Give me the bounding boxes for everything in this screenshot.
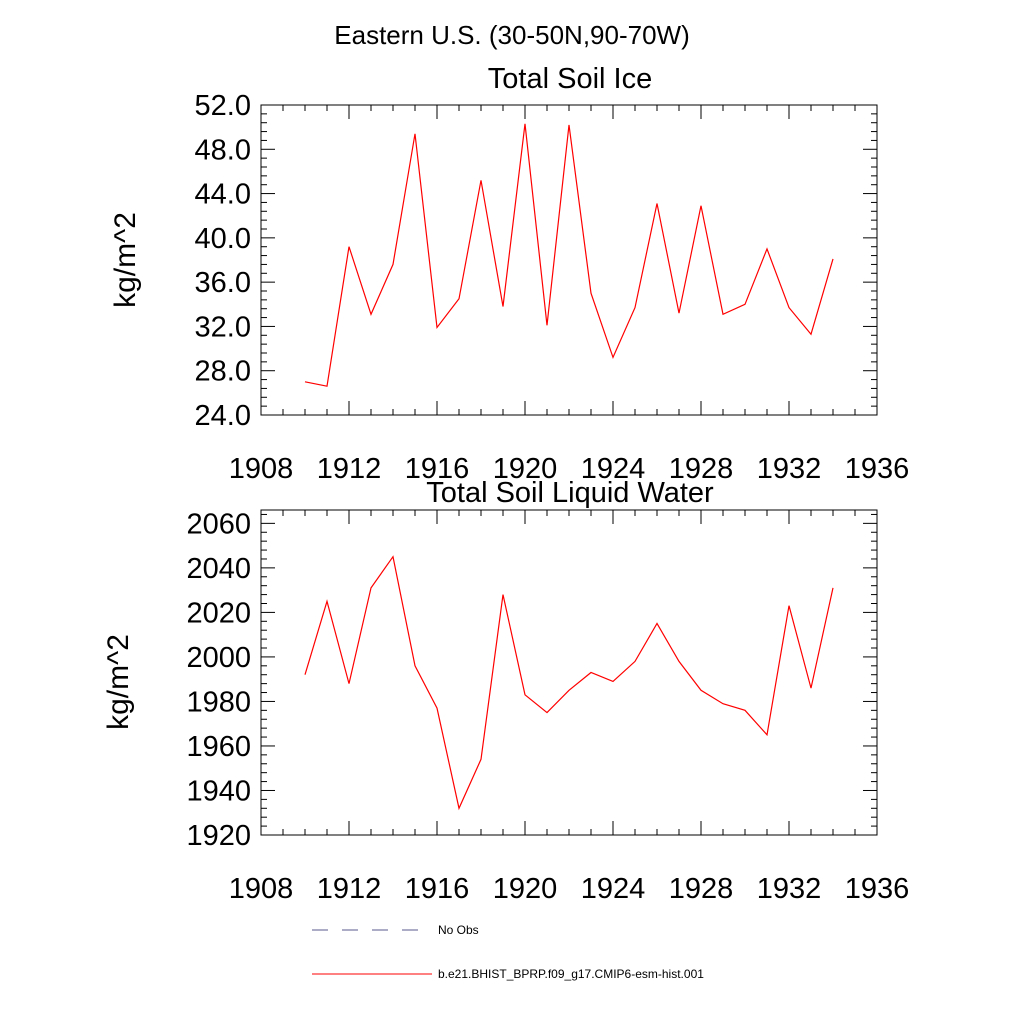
soil-liquid-series-line [304,555,834,811]
soil-liquid-ytick-label: 1980 [186,686,251,718]
soil-ice-ytick-label: 28.0 [195,356,251,388]
soil-liquid-xtick-label: 1932 [757,873,822,905]
soil-liquid-ytick-label: 1940 [186,775,251,807]
soil-liquid-ytick-label: 2020 [186,597,251,629]
soil-ice-ytick-label: 48.0 [195,134,251,166]
soil-liquid-xtick-label: 1920 [493,873,558,905]
soil-ice-xtick-label: 1916 [405,453,470,485]
figure-suptitle: Eastern U.S. (30-50N,90-70W) [334,20,689,50]
soil-liquid-xtick-label: 1908 [229,873,294,905]
soil-ice-xtick-label: 1912 [317,453,382,485]
soil-ice-ytick-label: 36.0 [195,267,251,299]
soil-ice-ylabel: kg/m^2 [109,212,142,308]
soil-ice-xtick-label: 1920 [493,453,558,485]
soil-liquid-xtick-label: 1928 [669,873,734,905]
soil-ice-ytick-label: 44.0 [195,179,251,211]
legend-label-no-obs: No Obs [438,923,479,937]
legend-label-model: b.e21.BHIST_BPRP.f09_g17.CMIP6-esm-hist.… [438,967,704,981]
soil-liquid-plot-area: 1908 1912 1916 1920 1924 1928 1932 1936 1920 1940… [186,508,909,905]
soil-liquid-panel: Total Soil Liquid Water kg/m^2 1908 1912 1… [102,477,909,905]
soil-ice-xtick-label: 1928 [669,453,734,485]
soil-liquid-ytick-label: 2040 [186,553,251,585]
soil-liquid-ytick-label: 1960 [186,731,251,763]
soil-ice-xtick-label: 1908 [229,453,294,485]
soil-ice-ytick-label: 52.0 [195,90,251,122]
soil-ice-xtick-label: 1936 [845,453,910,485]
soil-liquid-frame [260,509,878,836]
soil-ice-ytick-label: 40.0 [195,223,251,255]
soil-liquid-ytick-label: 2000 [186,642,251,674]
soil-liquid-xtick-label: 1916 [405,873,470,905]
soil-liquid-xtick-label: 1912 [317,873,382,905]
soil-liquid-title: Total Soil Liquid Water [426,477,714,509]
soil-liquid-ytick-label: 2060 [186,508,251,540]
soil-ice-series-line [304,123,834,387]
soil-liquid-ytick-label: 1920 [186,820,251,852]
soil-ice-ytick-label: 24.0 [195,400,251,432]
soil-liquid-xtick-label: 1936 [845,873,910,905]
soil-ice-xtick-label: 1924 [581,453,646,485]
soil-liquid-xtick-label: 1924 [581,873,646,905]
legend: No Obs b.e21.BHIST_BPRP.f09_g17.CMIP6-es… [312,923,704,981]
soil-ice-title: Total Soil Ice [488,63,652,95]
soil-ice-ytick-label: 32.0 [195,311,251,343]
soil-ice-plot-area: 1908 1912 1916 1920 1924 1928 1932 1936 24.0 28.0… [195,90,910,485]
soil-ice-panel: Total Soil Ice kg/m^2 1908 1912 1916 1920 19… [109,63,909,485]
soil-liquid-ylabel: kg/m^2 [102,634,135,730]
soil-ice-xtick-label: 1932 [757,453,822,485]
